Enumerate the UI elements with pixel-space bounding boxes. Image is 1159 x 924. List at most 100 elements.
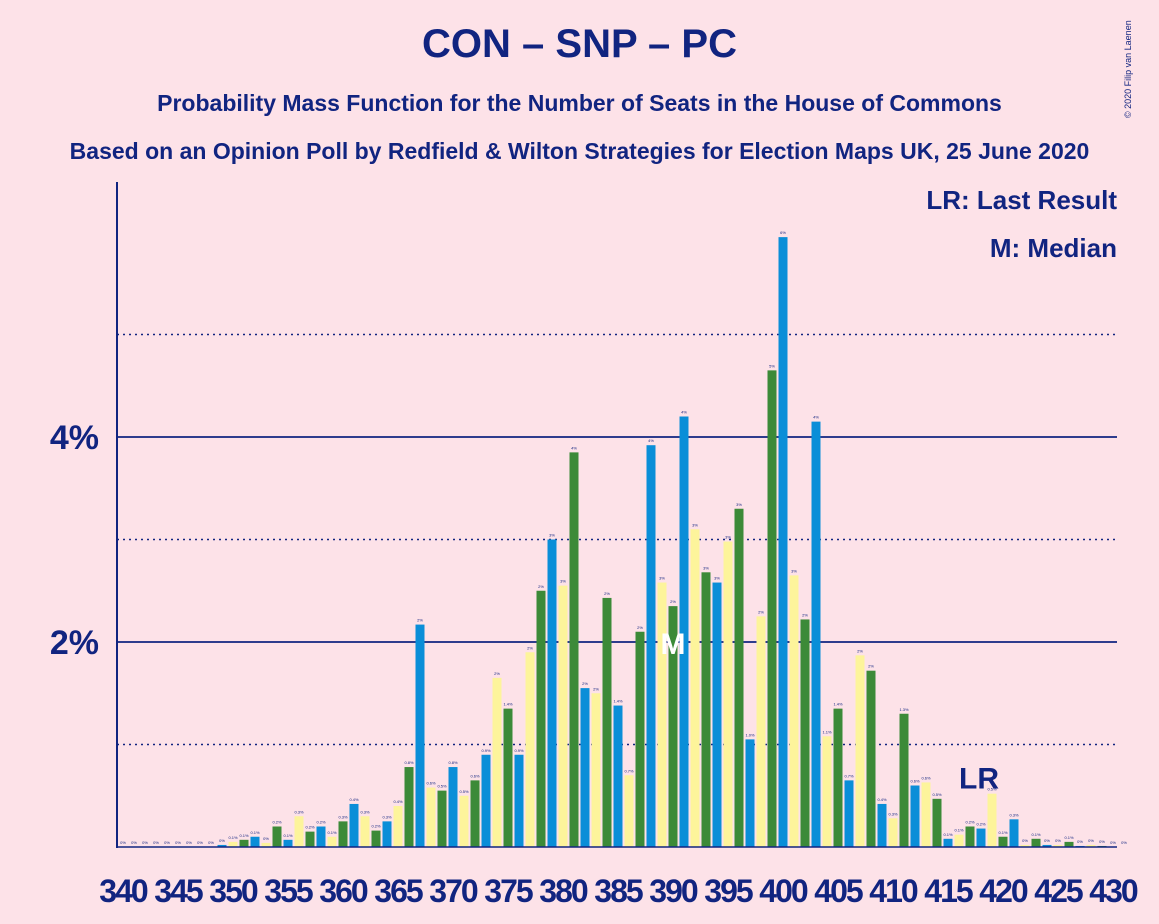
bar-value-label: 3% [659, 576, 665, 581]
bar-seat-359 [327, 836, 337, 847]
bar-seat-382 [580, 688, 590, 847]
bar-value-label: 0% [164, 840, 170, 845]
x-tick-label: 420 [979, 873, 1028, 909]
bar-value-label: 0.6% [426, 781, 436, 786]
bar-seat-387 [635, 631, 645, 847]
bar-value-label: 0.7% [624, 768, 634, 773]
bar-seat-413 [921, 782, 931, 847]
bar-value-label: 4% [681, 410, 687, 415]
bar-seat-377 [525, 652, 535, 847]
bar-value-label: 0.1% [1064, 835, 1074, 840]
bar-seat-410 [888, 818, 898, 847]
x-tick-label: 430 [1089, 873, 1138, 909]
x-tick-label: 375 [484, 873, 533, 909]
bar-seat-398 [756, 616, 766, 847]
bar-seat-391 [679, 416, 689, 847]
bar-value-label: 4% [648, 438, 654, 443]
bar-seat-380 [558, 585, 568, 847]
bar-value-label: 2% [604, 591, 610, 596]
bar-value-label: 3% [692, 522, 698, 527]
bar-seat-349 [217, 844, 227, 847]
bar-seat-389 [657, 582, 667, 847]
bar-seat-390 [668, 606, 678, 847]
bar-value-label: 0.3% [294, 809, 304, 814]
bar-seat-404 [822, 736, 832, 847]
bar-seat-379 [547, 539, 557, 847]
bar-value-label: 0.6% [470, 773, 480, 778]
bar-seat-384 [602, 597, 612, 847]
bar-value-label: 2% [494, 671, 500, 676]
bar-seat-395 [723, 541, 733, 847]
bar-seat-361 [349, 803, 359, 847]
bar-seat-411 [899, 713, 909, 847]
bar-value-label: 0.1% [1031, 832, 1041, 837]
x-tick-label: 370 [429, 873, 478, 909]
median-marker: M [661, 628, 686, 661]
bar-seat-364 [382, 821, 392, 847]
markers: M LR [661, 628, 1000, 796]
bar-seat-385 [613, 705, 623, 847]
bar-value-label: 0% [208, 840, 214, 845]
y-tick-label: 4% [50, 419, 99, 457]
bar-seat-368 [426, 787, 436, 847]
bar-value-label: 2% [637, 625, 643, 630]
bar-value-label: 0.2% [976, 822, 986, 827]
bar-value-label: 4% [571, 445, 577, 450]
bar-value-label: 0.1% [998, 830, 1008, 835]
bar-seat-401 [789, 575, 799, 847]
bar-seat-378 [536, 590, 546, 847]
bar-value-label: 0.4% [393, 799, 403, 804]
y-tick-label: 2% [50, 624, 99, 662]
bar-value-label: 0.5% [987, 787, 997, 792]
bar-seat-381 [569, 452, 579, 847]
bar-seat-392 [690, 529, 700, 847]
x-tick-label: 410 [869, 873, 918, 909]
x-tick-label: 355 [264, 873, 313, 909]
bar-value-label: 0% [175, 840, 181, 845]
bar-seat-421 [1009, 819, 1019, 847]
bar-seat-386 [624, 775, 634, 847]
bar-seat-417 [965, 826, 975, 847]
x-tick-label: 400 [759, 873, 808, 909]
legend-last-result: LR: Last Result [926, 185, 1117, 215]
bar-value-label: 0.5% [932, 792, 942, 797]
bar-value-label: 0.4% [877, 797, 887, 802]
x-tick-label: 365 [374, 873, 423, 909]
bar-value-label: 0.6% [910, 779, 920, 784]
bar-value-label: 0.2% [316, 820, 326, 825]
bar-value-label: 0.9% [514, 748, 524, 753]
bar-seat-420 [998, 836, 1008, 847]
bar-value-label: 3% [736, 502, 742, 507]
bar-value-label: 0.2% [305, 825, 315, 830]
bar-value-label: 0.1% [327, 830, 337, 835]
bar-seat-374 [492, 677, 502, 847]
bar-seat-371 [459, 795, 469, 847]
bar-value-label: 0% [131, 840, 137, 845]
bar-value-label: 3% [725, 535, 731, 540]
bar-value-label: 1.3% [899, 707, 909, 712]
legend-median: M: Median [989, 233, 1117, 263]
bar-value-label: 2% [527, 645, 533, 650]
bar-value-label: 0.5% [437, 784, 447, 789]
bar-seat-409 [877, 803, 887, 847]
bar-value-label: 1.4% [833, 702, 843, 707]
bar-value-label: 1.4% [613, 699, 623, 704]
bar-value-label: 6% [780, 230, 786, 235]
bar-value-label: 0.1% [954, 828, 964, 833]
bar-seat-376 [514, 754, 524, 847]
x-tick-label: 425 [1034, 873, 1083, 909]
bar-value-label: 2% [868, 664, 874, 669]
bar-seat-355 [283, 839, 293, 847]
bar-value-label: 0.3% [338, 814, 348, 819]
bar-value-label: 0% [1044, 838, 1050, 843]
bar-seat-425 [1053, 844, 1063, 847]
bar-seat-406 [844, 780, 854, 847]
bar-seat-372 [470, 780, 480, 847]
bar-value-label: 0.1% [228, 835, 238, 840]
bar-value-label: 2% [417, 618, 423, 623]
bar-value-label: 1.4% [503, 702, 513, 707]
bar-value-label: 2% [582, 681, 588, 686]
bar-seat-370 [448, 767, 458, 847]
bar-seat-375 [503, 708, 513, 847]
bar-seat-369 [437, 790, 447, 847]
